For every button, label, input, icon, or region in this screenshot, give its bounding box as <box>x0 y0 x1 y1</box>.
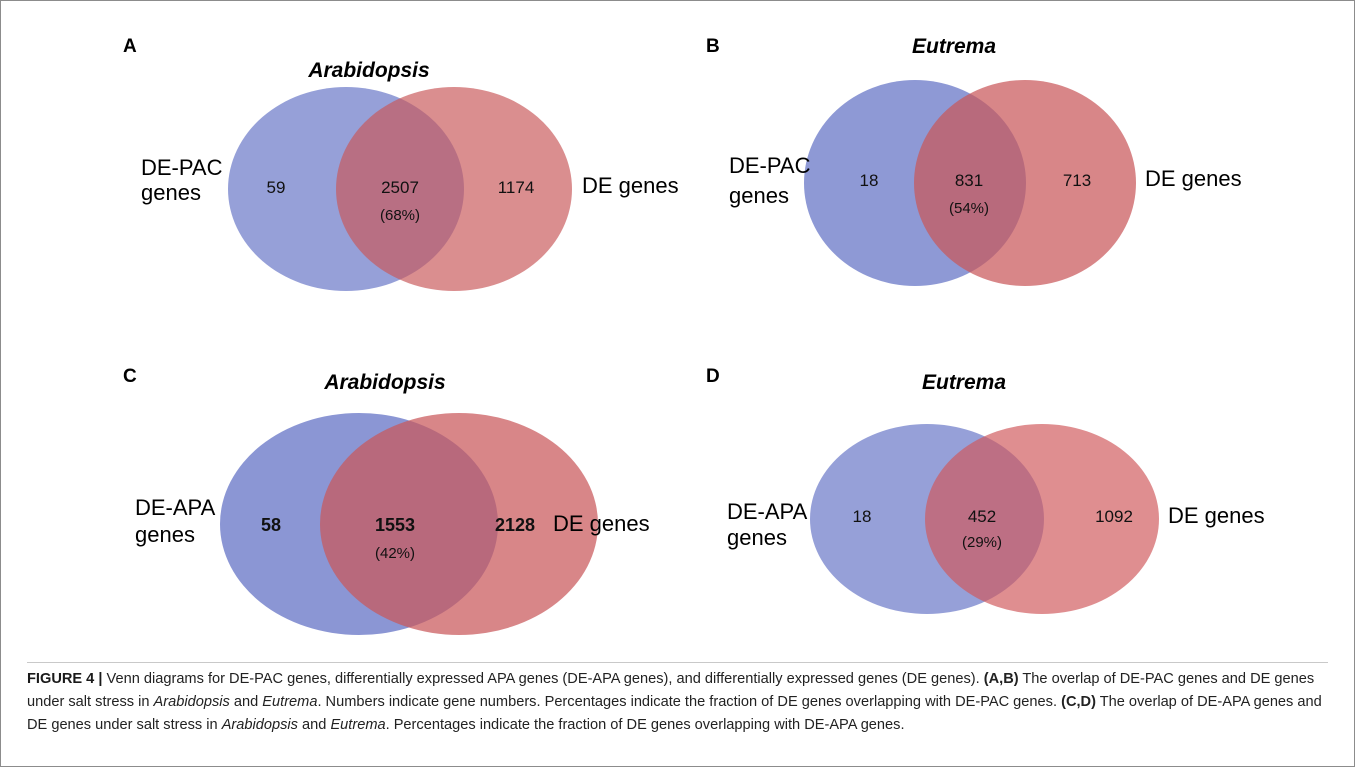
caption-text-1: Venn diagrams for DE-PAC genes, differen… <box>106 671 980 687</box>
caption-species-arabidopsis: Arabidopsis <box>153 694 230 710</box>
figure-caption: FIGURE 4 | Venn diagrams for DE-PAC gene… <box>27 668 1327 737</box>
panel-title-d: Eutrema <box>922 371 1006 394</box>
right-only-count-b: 713 <box>1063 171 1091 190</box>
caption-and-2: and <box>302 717 327 733</box>
figure-label: FIGURE 4 <box>27 671 95 687</box>
right-set-circle-c <box>320 413 598 635</box>
caption-ref-cd: (C,D) <box>1061 694 1096 710</box>
caption-text-5: . Percentages indicate the fraction of D… <box>385 717 905 733</box>
right-set-circle-d <box>925 424 1159 614</box>
panel-label-a: A <box>123 36 137 57</box>
left-only-count-c: 58 <box>261 515 281 535</box>
right-set-label-a: DE genes <box>582 173 679 198</box>
panel-title-c: Arabidopsis <box>323 371 445 394</box>
right-set-circle-b <box>914 80 1136 286</box>
right-set-circle-a <box>336 87 572 291</box>
left-set-label-a: DE-PAC genes <box>141 155 223 205</box>
overlap-count-a: 2507 <box>381 178 419 197</box>
panel-label-b: B <box>706 36 720 57</box>
left-set-label-b: DE-PAC genes <box>729 153 811 208</box>
right-set-label-c: DE genes <box>553 511 650 536</box>
caption-species-eutrema-2: Eutrema <box>330 717 386 733</box>
right-set-label-b: DE genes <box>1145 166 1242 191</box>
figure-label-divider: | <box>98 671 103 687</box>
right-only-count-d: 1092 <box>1095 507 1133 526</box>
panel-title-a: Arabidopsis <box>307 59 429 82</box>
panel-label-c: C <box>123 366 137 387</box>
venn-panel-c: C Arabidopsis DE-APA genes DE genes 58 15… <box>123 366 650 635</box>
overlap-percent-a: (68%) <box>380 207 420 224</box>
overlap-count-d: 452 <box>968 507 996 526</box>
panel-label-d: D <box>706 366 720 387</box>
overlap-count-b: 831 <box>955 171 983 190</box>
left-only-count-b: 18 <box>860 171 879 190</box>
right-only-count-c: 2128 <box>495 515 535 535</box>
caption-text-3: . Numbers indicate gene numbers. Percent… <box>317 694 1058 710</box>
overlap-count-c: 1553 <box>375 515 415 535</box>
caption-species-arabidopsis-2: Arabidopsis <box>221 717 298 733</box>
caption-and-1: and <box>233 694 259 710</box>
left-only-count-a: 59 <box>267 178 286 197</box>
overlap-percent-b: (54%) <box>949 200 989 217</box>
overlap-percent-c: (42%) <box>375 545 415 562</box>
venn-panel-d: D Eutrema DE-APA genes DE genes 18 452 (2… <box>706 366 1265 614</box>
panel-title-b: Eutrema <box>912 35 996 58</box>
caption-ref-ab: (A,B) <box>983 671 1019 687</box>
caption-text-4: The overlap of DE-APA genes and DE genes… <box>27 694 1322 733</box>
caption-species-eutrema: Eutrema <box>262 694 318 710</box>
overlap-percent-d: (29%) <box>962 534 1002 551</box>
right-only-count-a: 1174 <box>498 178 535 197</box>
venn-panel-b: B Eutrema DE-PAC genes DE genes 18 831 (5… <box>706 35 1242 286</box>
left-only-count-d: 18 <box>853 507 872 526</box>
caption-text-2: The overlap of DE-PAC genes and DE genes… <box>27 671 1315 710</box>
left-set-label-c: DE-APA genes <box>135 495 216 547</box>
left-set-label-d: DE-APA genes <box>727 499 808 550</box>
caption-divider <box>27 662 1328 663</box>
venn-panel-a: A Arabidopsis DE-PAC genes DE genes 59 25… <box>123 36 679 291</box>
right-set-label-d: DE genes <box>1168 503 1265 528</box>
